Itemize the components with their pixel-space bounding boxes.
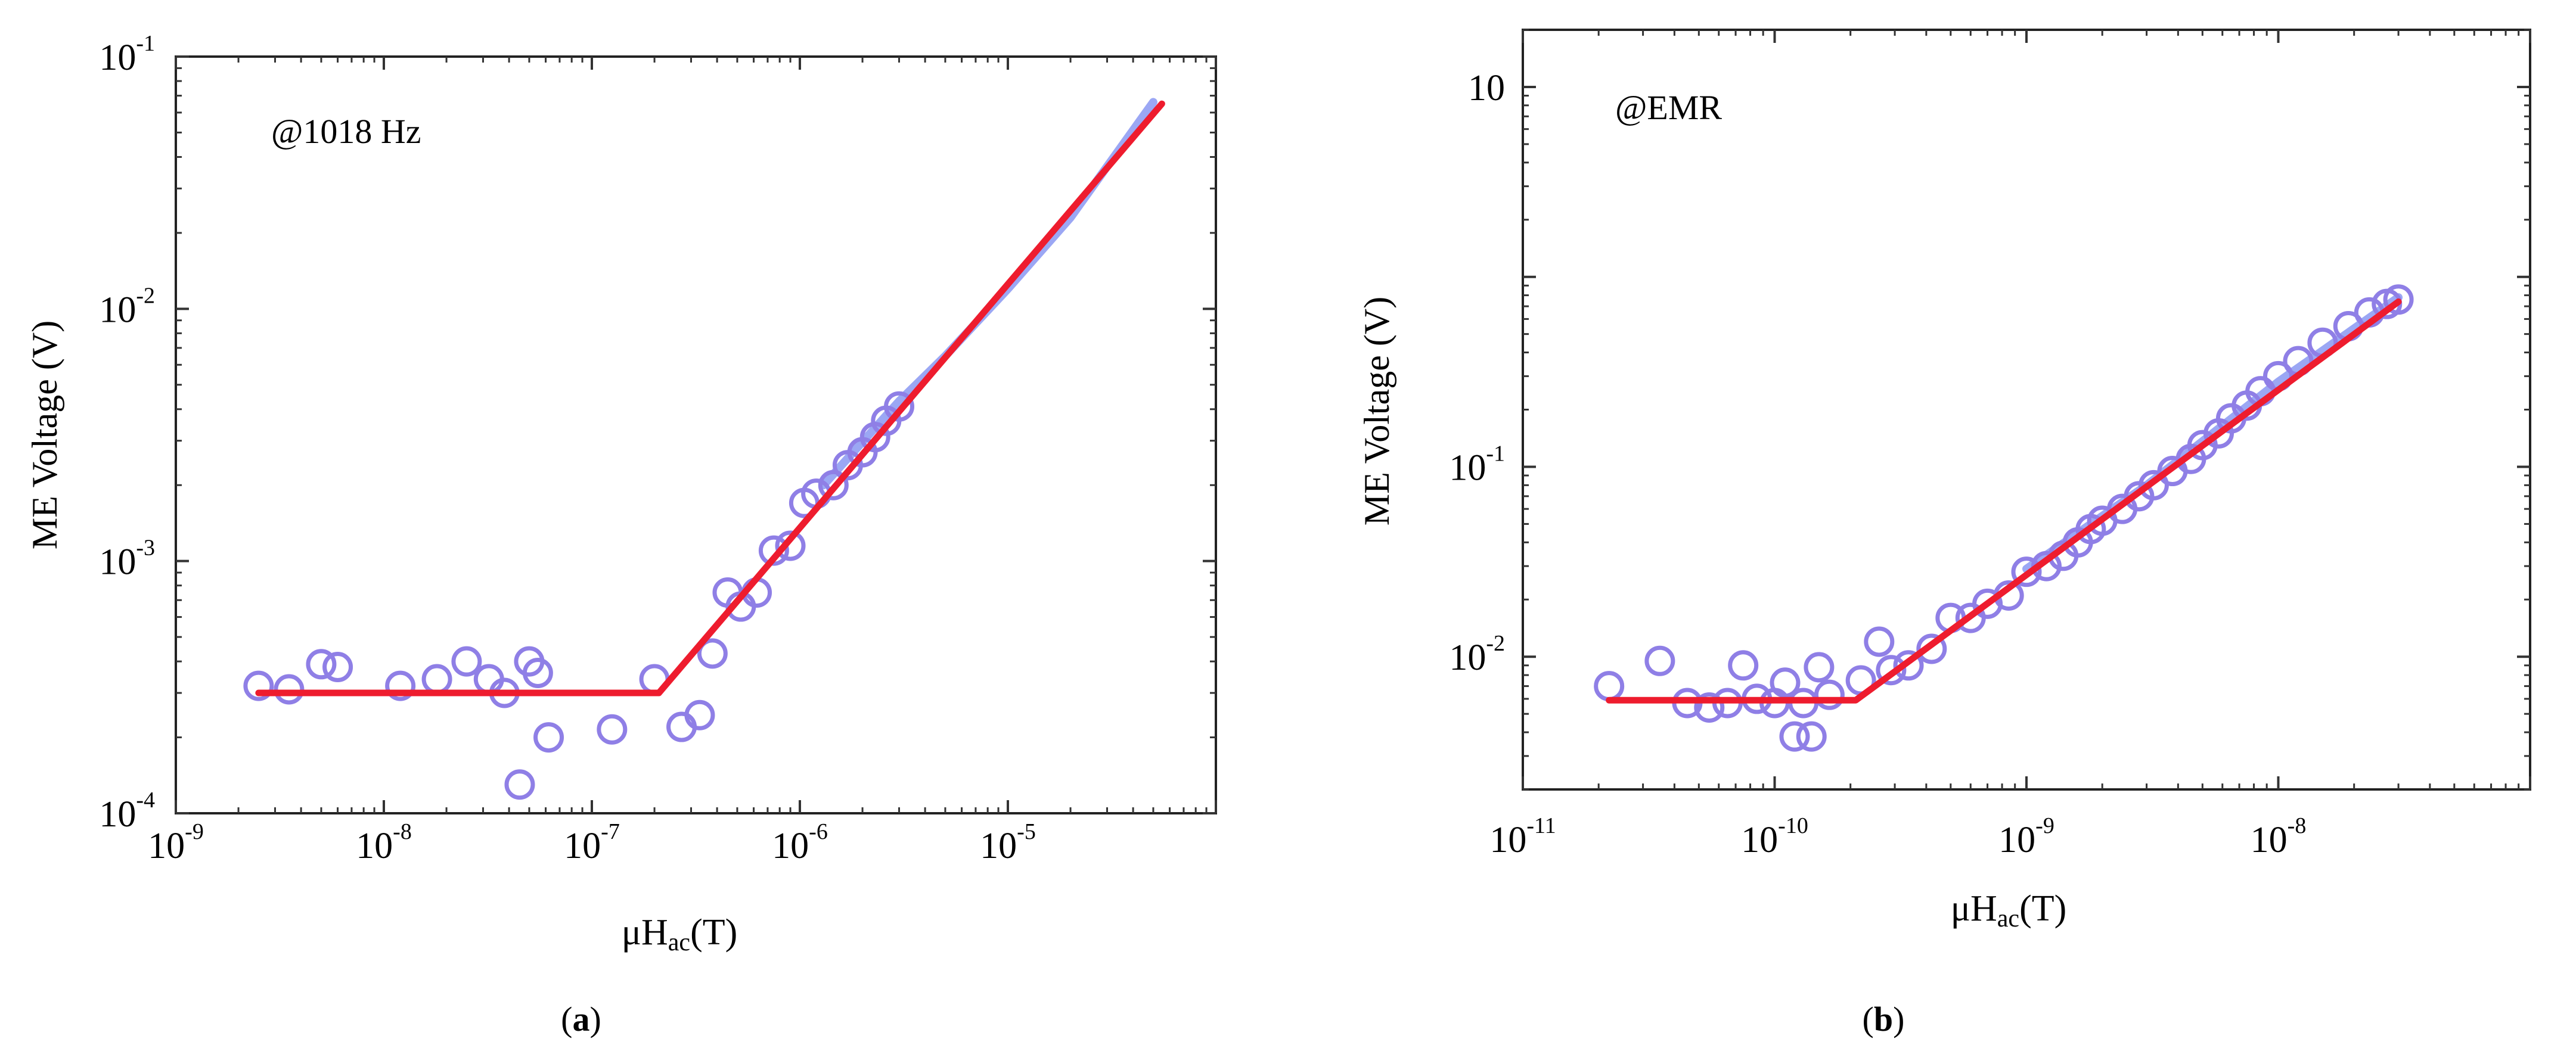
- data-point-b: [1770, 667, 1801, 698]
- y-tick-label-a: 10-1: [99, 31, 155, 78]
- y-tick-label-a: 10-3: [99, 536, 155, 583]
- x-tick-label-b: 10-10: [1741, 813, 1808, 860]
- data-point-a: [504, 769, 535, 800]
- y-tick-label-a: 10-4: [99, 788, 155, 835]
- x-axis-label-unit-a: (T): [690, 912, 737, 953]
- data-point-b: [2011, 556, 2042, 587]
- data-point-b: [1796, 721, 1827, 752]
- y-tick-label-b: 10: [1468, 68, 1505, 108]
- data-point-a: [322, 652, 353, 683]
- data-point-b: [1876, 655, 1907, 686]
- annotation-a: @1018 Hz: [271, 112, 421, 151]
- data-point-a: [421, 664, 452, 695]
- data-point-a: [697, 638, 728, 669]
- fit-line-b: [1606, 298, 2402, 704]
- plot-frame-a: [175, 55, 1217, 814]
- y-tick-label-b: 10-2: [1449, 631, 1505, 678]
- data-point-b: [1694, 692, 1725, 723]
- y-tick-label-b: 10-1: [1449, 441, 1505, 488]
- x-axis-label-a: μHac(T): [622, 912, 737, 956]
- x-axis-label-b: μHac(T): [1951, 888, 2066, 932]
- y-tick-label-a: 10-2: [99, 283, 155, 330]
- data-point-a: [684, 699, 715, 730]
- x-axis-label-main-a: μH: [622, 912, 668, 953]
- data-point-b: [2138, 469, 2169, 500]
- data-point-a: [451, 646, 482, 677]
- x-tick-label-a: 10-5: [980, 819, 1036, 866]
- data-point-b: [1644, 645, 1675, 676]
- data-point-b: [2383, 284, 2414, 315]
- x-tick-label-a: 10-6: [772, 819, 828, 866]
- panel-label-a: (a): [561, 1000, 601, 1038]
- data-point-a: [597, 714, 628, 745]
- y-axis-label-a: ME Voltage (V): [25, 321, 64, 549]
- data-point-a: [775, 530, 806, 561]
- plot-frame-b: [1522, 29, 2531, 791]
- annotation-b: @EMR: [1615, 88, 1722, 127]
- data-point-b: [1779, 721, 1810, 752]
- panel-label-b: (b): [1863, 1000, 1905, 1038]
- data-point-a: [818, 469, 849, 500]
- x-tick-label-b: 10-11: [1489, 813, 1556, 860]
- x-axis-label-main-b: μH: [1951, 888, 1997, 929]
- x-axis-label-unit-b: (T): [2019, 888, 2066, 929]
- data-point-a: [306, 649, 337, 680]
- x-axis-label-sub-a: ac: [668, 929, 690, 956]
- fit-line-a: [255, 100, 1165, 696]
- data-point-a: [533, 722, 564, 753]
- data-point-b: [1804, 652, 1835, 683]
- data-point-a: [385, 670, 416, 701]
- x-tick-label-b: 10-9: [1998, 813, 2054, 860]
- x-tick-label-b: 10-8: [2251, 813, 2307, 860]
- x-tick-label-a: 10-9: [148, 819, 204, 866]
- x-axis-label-sub-b: ac: [1997, 905, 2019, 932]
- chart-panel-b: ME Voltage (V) @EMR μHac(T) (b) 10-11 10-…: [1357, 29, 2531, 1038]
- data-point-a: [522, 657, 553, 688]
- y-axis-label-b: ME Voltage (V): [1357, 297, 1396, 526]
- x-tick-label-a: 10-8: [356, 819, 412, 866]
- data-point-b: [1594, 671, 1625, 702]
- chart-panel-a: ME Voltage (V) @1018 Hz μHac(T) (a) 10-9…: [25, 31, 1217, 1038]
- data-point-b: [1728, 650, 1759, 681]
- data-point-a: [884, 391, 915, 422]
- data-point-b: [1864, 626, 1895, 657]
- data-point-b: [1893, 650, 1924, 681]
- data-point-b: [1814, 679, 1845, 710]
- x-tick-label-a: 10-7: [564, 819, 620, 866]
- data-point-a: [758, 535, 789, 566]
- data-point-a: [243, 670, 274, 701]
- data-point-b: [1916, 633, 1947, 664]
- data-point-a: [274, 674, 305, 705]
